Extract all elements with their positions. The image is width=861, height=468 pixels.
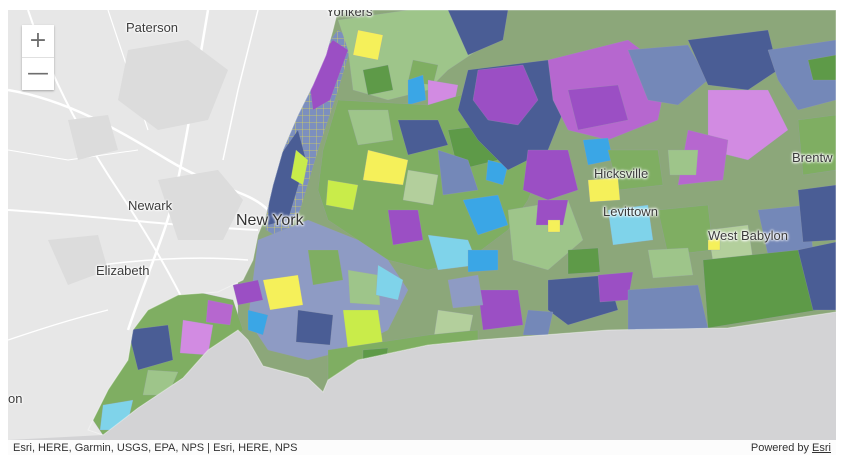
zoom-out-button[interactable]: — bbox=[22, 57, 54, 90]
label-paterson: Paterson bbox=[126, 20, 179, 35]
label-newark: Newark bbox=[128, 198, 173, 213]
powered-by: Powered by Esri bbox=[751, 442, 831, 454]
esri-link[interactable]: Esri bbox=[812, 441, 831, 454]
map-view[interactable]: Yonkers Paterson Newark New York Elizabe… bbox=[8, 10, 836, 455]
attribution-bar: Esri, HERE, Garmin, USGS, EPA, NPS | Esr… bbox=[8, 440, 836, 455]
map-canvas[interactable] bbox=[8, 10, 836, 440]
label-west-babylon: West Babylon bbox=[708, 228, 788, 243]
label-edge-town: on bbox=[8, 391, 23, 406]
nj-terrain bbox=[48, 40, 243, 285]
label-elizabeth: Elizabeth bbox=[96, 263, 150, 278]
label-hicksville: Hicksville bbox=[594, 166, 649, 181]
label-new-york: New York bbox=[236, 212, 304, 229]
powered-by-text: Powered by bbox=[750, 441, 809, 454]
label-yonkers: Yonkers bbox=[326, 10, 373, 19]
attribution-sources: Esri, HERE, Garmin, USGS, EPA, NPS | Esr… bbox=[13, 441, 298, 454]
zoom-control: + — bbox=[22, 25, 54, 90]
zoom-in-button[interactable]: + bbox=[28, 28, 48, 53]
shoreline bbox=[87, 10, 836, 436]
label-levittown: Levittown bbox=[603, 204, 658, 219]
label-brentwood: Brentw bbox=[792, 150, 833, 165]
